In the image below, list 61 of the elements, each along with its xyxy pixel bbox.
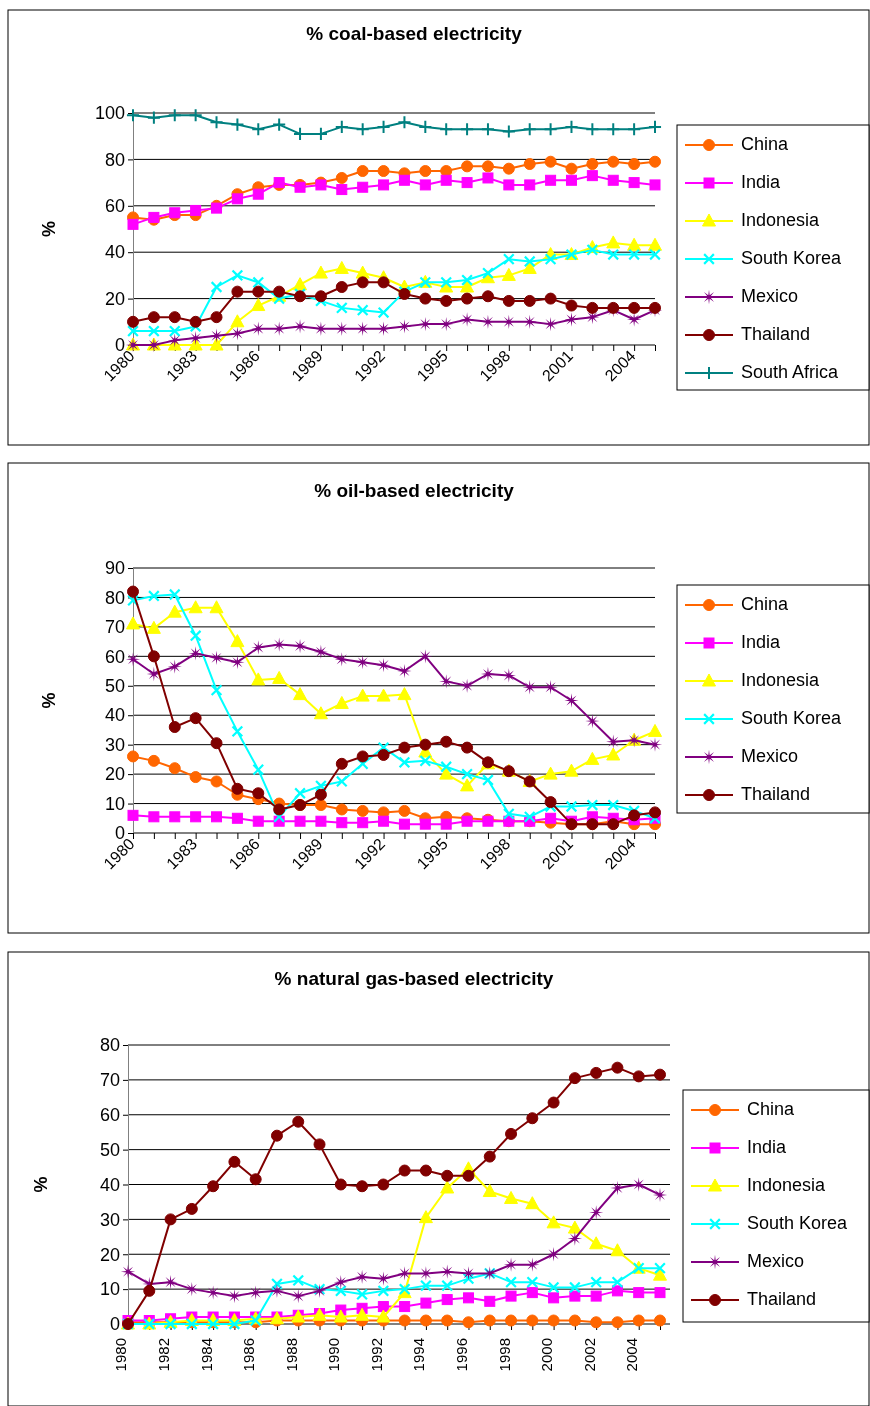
x-tick-label: 2000 (538, 1338, 556, 1372)
y-axis-title: % (30, 1176, 51, 1193)
y-tick-label: 20 (99, 1244, 120, 1265)
y-tick-label: 30 (104, 734, 125, 755)
legend-label: Thailand (741, 323, 811, 344)
x-tick-label: 2004 (623, 1338, 641, 1372)
y-tick-label: 20 (104, 764, 125, 785)
chart-title: % oil-based electricity (314, 480, 515, 501)
y-tick-label: 20 (104, 288, 125, 309)
x-tick-label: 1998 (495, 1338, 513, 1372)
x-tick-label: 1994 (410, 1338, 428, 1372)
legend-label: Thailand (747, 1288, 817, 1309)
y-tick-label: 30 (99, 1209, 120, 1230)
legend-label: China (741, 133, 790, 154)
y-tick-label: 70 (99, 1070, 120, 1091)
legend-label: India (747, 1136, 788, 1157)
y-tick-label: 60 (99, 1105, 120, 1126)
legend-label: Thailand (741, 783, 811, 804)
y-tick-label: 80 (104, 587, 125, 608)
x-tick-label: 1980 (112, 1338, 130, 1372)
y-tick-label: 90 (104, 558, 125, 579)
legend-label: Indonesia (747, 1174, 827, 1195)
y-tick-label: 80 (99, 1035, 120, 1056)
legend-label: South Korea (741, 707, 843, 728)
y-tick-label: 50 (104, 676, 125, 697)
legend-label: India (741, 171, 782, 192)
x-tick-label: 2002 (580, 1338, 598, 1372)
y-tick-label: 40 (104, 242, 125, 263)
y-tick-label: 100 (94, 103, 125, 124)
x-tick-label: 1996 (452, 1338, 470, 1372)
legend-label: South Korea (747, 1212, 849, 1233)
x-tick-label: 1990 (325, 1338, 343, 1372)
y-tick-label: 0 (109, 1314, 120, 1335)
legend-label: Indonesia (741, 669, 821, 690)
y-axis-title: % (38, 220, 59, 238)
legend-label: South Korea (741, 247, 843, 268)
y-tick-label: 40 (99, 1174, 120, 1195)
legend-label: China (741, 593, 790, 614)
y-tick-label: 70 (104, 617, 125, 638)
y-axis-title: % (38, 692, 59, 709)
x-tick-label: 1988 (282, 1338, 300, 1372)
y-tick-label: 50 (99, 1139, 120, 1160)
legend-label: India (741, 631, 782, 652)
legend-label: Mexico (741, 745, 799, 766)
x-tick-label: 1984 (197, 1338, 215, 1372)
legend-label: South Africa (741, 361, 840, 382)
x-tick-label: 1986 (240, 1338, 258, 1372)
y-tick-label: 10 (99, 1279, 120, 1300)
y-tick-label: 60 (104, 196, 125, 217)
chart-title: % natural gas-based electricity (274, 968, 554, 989)
y-tick-label: 40 (104, 705, 125, 726)
legend-label: Indonesia (741, 209, 821, 230)
y-tick-label: 80 (104, 149, 125, 170)
y-tick-label: 60 (104, 646, 125, 667)
legend-label: Mexico (741, 285, 799, 306)
legend-label: China (747, 1098, 796, 1119)
legend-label: Mexico (747, 1250, 805, 1271)
chart-title: % coal-based electricity (306, 23, 523, 44)
x-tick-label: 1992 (367, 1338, 385, 1372)
y-tick-label: 10 (104, 793, 125, 814)
x-tick-label: 1982 (155, 1338, 173, 1372)
